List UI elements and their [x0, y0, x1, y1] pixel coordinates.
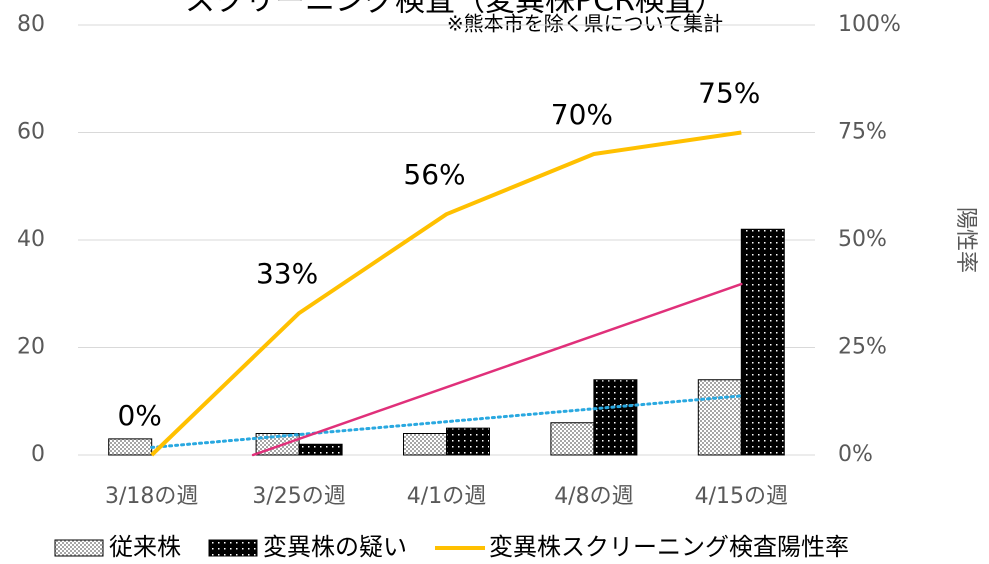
y2-tick-label: 25% [838, 335, 887, 360]
bar [550, 422, 595, 456]
data-label: 75% [698, 77, 760, 110]
trendline [251, 282, 743, 457]
y-tick-label: 80 [17, 12, 45, 37]
y-tick-label: 60 [17, 120, 45, 145]
trendline [150, 394, 743, 449]
y2-tick-label: 0% [838, 442, 873, 467]
bar [740, 228, 785, 456]
legend-label: 従来株 [109, 533, 181, 561]
y2-tick-label: 100% [838, 12, 901, 37]
y-tick-label: 0 [31, 442, 45, 467]
bar [108, 438, 153, 456]
legend-swatch [54, 539, 104, 557]
bar [403, 433, 447, 456]
bar [697, 379, 742, 456]
x-tick-label: 4/8の週 [554, 484, 633, 509]
line-series [150, 130, 742, 457]
bar [298, 443, 343, 456]
data-label: 0% [117, 399, 161, 432]
data-label: 33% [256, 257, 318, 290]
legend-swatch [208, 539, 258, 557]
bar [593, 379, 638, 456]
y-tick-label: 40 [17, 227, 45, 252]
legend-label: 変異株の疑い [263, 533, 407, 561]
x-tick-label: 4/1の週 [407, 484, 486, 509]
y2-axis-title: 陽性率 [953, 207, 978, 273]
bar [446, 427, 490, 456]
x-tick-label: 3/18の週 [105, 484, 198, 509]
data-label: 70% [551, 98, 613, 131]
chart-title: スクリーニング検査（変異株PCR検査） [185, 0, 725, 19]
y2-tick-label: 75% [838, 120, 887, 145]
y2-tick-label: 50% [838, 227, 887, 252]
data-label: 56% [403, 158, 465, 191]
x-tick-label: 3/25の週 [252, 484, 345, 509]
chart-subtitle: ※熊本市を除く県について集計 [447, 12, 723, 36]
x-tick-label: 4/15の週 [695, 484, 788, 509]
legend-label: 変異株スクリーニング検査陽性率 [489, 533, 849, 561]
y-tick-label: 20 [17, 335, 45, 360]
